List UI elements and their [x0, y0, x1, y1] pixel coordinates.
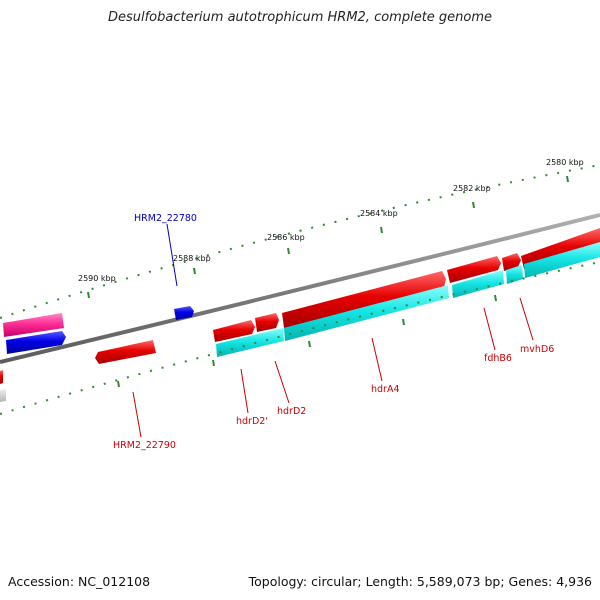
scale-label: 2582 kbp	[453, 184, 491, 193]
scale-labels: 2590 kbp 2588 kbp 2586 kbp 2584 kbp 2582…	[78, 158, 584, 283]
gene-red-small[interactable]	[502, 253, 521, 271]
gene-pink-rna[interactable]	[3, 313, 64, 337]
inner-tick-ring	[0, 261, 600, 415]
inner-tick	[308, 340, 311, 348]
gene-label[interactable]: mvhD6	[520, 344, 554, 355]
genome-backbone	[0, 213, 600, 364]
accession-text: Accession: NC_012108	[8, 574, 151, 589]
gene-gray-edge[interactable]	[0, 389, 6, 402]
scale-label: 2584 kbp	[360, 209, 398, 218]
gene-label[interactable]: HRM2_22790	[113, 440, 176, 451]
reverse-strand-features[interactable]	[0, 242, 600, 402]
leader-hdra4	[371, 337, 383, 382]
forward-strand-features[interactable]	[174, 228, 600, 342]
tick-2580	[566, 175, 569, 183]
gene-label[interactable]: hdrA4	[371, 384, 400, 395]
gene-hdra4-red[interactable]	[282, 271, 446, 328]
scale-label: 2588 kbp	[173, 254, 211, 263]
gene-hrm2-22780[interactable]	[174, 306, 194, 320]
gene-hdrd2p-red[interactable]	[213, 320, 255, 342]
gene-mvhd6-cyan[interactable]	[524, 242, 600, 278]
inner-tick	[494, 294, 497, 302]
gene-label[interactable]: hdrD2'	[236, 416, 268, 427]
inner-tick	[117, 380, 120, 388]
tick-2588	[193, 267, 196, 275]
leader-hrm2-22780	[166, 223, 178, 287]
scale-label: 2590 kbp	[78, 274, 116, 283]
gene-red-edge[interactable]	[0, 370, 3, 384]
outer-tick-ring	[0, 164, 600, 319]
inner-tick	[212, 359, 215, 367]
gene-label[interactable]: hdrD2	[277, 406, 306, 417]
topology-text: Topology: circular; Length: 5,589,073 bp…	[248, 574, 592, 589]
gene-label[interactable]: fdhB6	[484, 353, 512, 364]
scale-label: 2580 kbp	[546, 158, 584, 167]
gene-hrm2-22790[interactable]	[95, 340, 156, 364]
gene-mvhd6-red[interactable]	[521, 228, 600, 269]
leader-fdhb6	[483, 307, 496, 351]
map-title: Desulfobacterium autotrophicum HRM2, com…	[107, 10, 493, 25]
label-leaders	[132, 223, 534, 438]
tick-2590	[87, 291, 90, 299]
gene-hdra4-cyan[interactable]	[284, 285, 449, 341]
tick-2584	[380, 226, 383, 234]
leader-hdrd2	[274, 360, 290, 404]
gene-fdhb6-red[interactable]	[447, 256, 501, 283]
inner-minor-ticks	[0, 261, 600, 415]
gene-hdrd2-red[interactable]	[255, 313, 279, 332]
gene-small-cyan[interactable]	[506, 265, 523, 284]
gene-labels: HRM2_22780 HRM2_22790 hdrD2' hdrD2 hdrA4…	[113, 213, 554, 451]
leader-mvhd6	[519, 297, 534, 341]
gene-blue-left[interactable]	[6, 331, 66, 354]
gene-label[interactable]: HRM2_22780	[134, 213, 197, 224]
leader-hrm2-22790	[132, 391, 142, 438]
outer-minor-ticks	[0, 164, 600, 319]
tick-2582	[472, 201, 475, 209]
tick-2586	[287, 247, 290, 255]
inner-tick	[402, 318, 405, 326]
scale-label: 2586 kbp	[267, 233, 305, 242]
leader-hdrd2p	[240, 368, 249, 414]
